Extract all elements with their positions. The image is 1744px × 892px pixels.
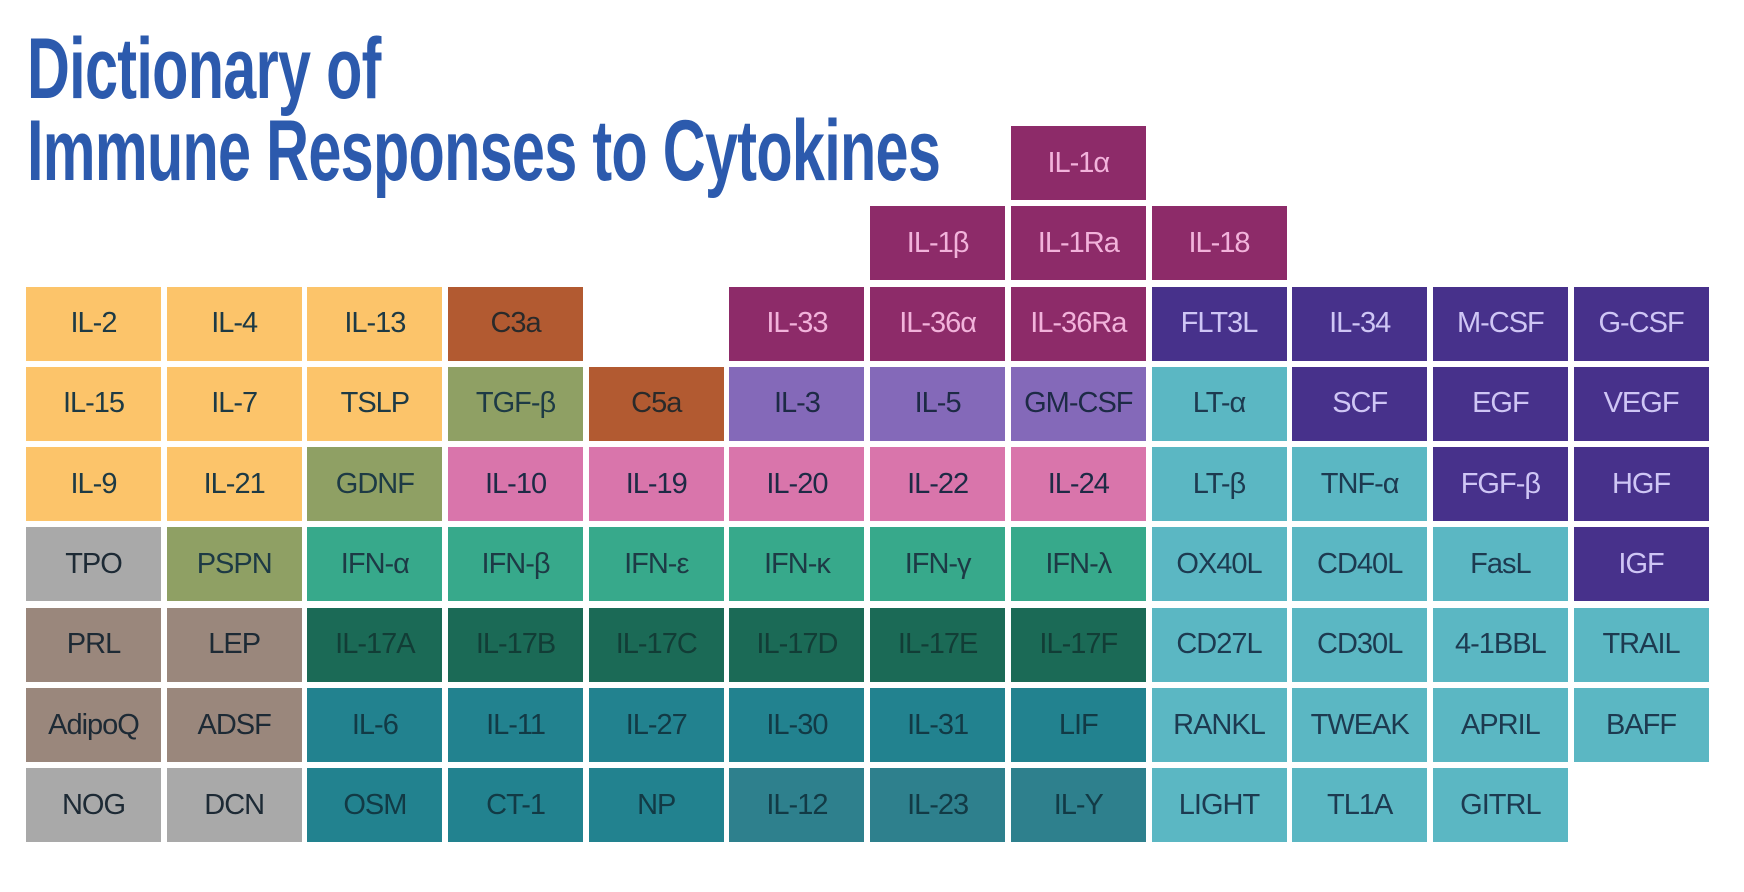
cytokine-cell-lep[interactable]: LEP [166,607,302,682]
cytokine-table: IL-1α IL-1β IL-1Ra IL-18 IL-2 IL-4 IL-13 C3a IL-… [26,126,1709,843]
cytokine-cell-cd27l[interactable]: CD27L [1151,607,1287,682]
cytokine-cell-ifn-[interactable]: IFN-λ [1010,527,1146,602]
title-line-2: Immune Responses to Cytokines [27,103,941,199]
cytokine-cell-lif[interactable]: LIF [1010,688,1146,763]
cytokine-cell-tnf-[interactable]: TNF-α [1292,447,1428,522]
cytokine-cell-il-20[interactable]: IL-20 [729,447,865,522]
cytokine-cell-il-17b[interactable]: IL-17B [448,607,584,682]
cytokine-cell-il-13[interactable]: IL-13 [307,286,443,361]
cytokine-cell-il-31[interactable]: IL-31 [870,688,1006,763]
cytokine-cell-il-19[interactable]: IL-19 [588,447,724,522]
cytokine-cell-g-csf[interactable]: G-CSF [1573,286,1709,361]
cytokine-cell-il-11[interactable]: IL-11 [448,688,584,763]
cytokine-cell-il-4[interactable]: IL-4 [166,286,302,361]
cytokine-cell-tslp[interactable]: TSLP [307,366,443,441]
cytokine-cell-tl1a[interactable]: TL1A [1292,768,1428,843]
cytokine-cell-ct-1[interactable]: CT-1 [448,768,584,843]
cytokine-cell-il-7[interactable]: IL-7 [166,366,302,441]
cytokine-cell-il-10[interactable]: IL-10 [448,447,584,522]
cytokine-cell-ifn-[interactable]: IFN-β [448,527,584,602]
title-line-1: Dictionary of [27,21,381,117]
cytokine-cell-il-17f[interactable]: IL-17F [1010,607,1146,682]
cytokine-cell-nog[interactable]: NOG [26,768,161,843]
cytokine-cell-egf[interactable]: EGF [1432,366,1568,441]
cytokine-cell-il-22[interactable]: IL-22 [870,447,1006,522]
cytokine-cell-adsf[interactable]: ADSF [166,688,302,763]
cytokine-cell-gdnf[interactable]: GDNF [307,447,443,522]
cytokine-cell-cd40l[interactable]: CD40L [1292,527,1428,602]
cytokine-cell-gm-csf[interactable]: GM-CSF [1010,366,1146,441]
cytokine-cell-ifn-[interactable]: IFN-α [307,527,443,602]
cytokine-cell-il-15[interactable]: IL-15 [26,366,161,441]
cytokine-cell-il-17c[interactable]: IL-17C [588,607,724,682]
cytokine-cell-flt3l[interactable]: FLT3L [1151,286,1287,361]
cytokine-cell-il-17d[interactable]: IL-17D [729,607,865,682]
cytokine-cell-baff[interactable]: BAFF [1573,688,1709,763]
cytokine-cell-fasl[interactable]: FasL [1432,527,1568,602]
cytokine-cell-tgf-[interactable]: TGF-β [448,366,584,441]
cytokine-cell-il-17e[interactable]: IL-17E [870,607,1006,682]
cytokine-cell-cd30l[interactable]: CD30L [1292,607,1428,682]
cytokine-cell-vegf[interactable]: VEGF [1573,366,1709,441]
cytokine-cell-il-2[interactable]: IL-2 [26,286,161,361]
cytokine-cell-il-3[interactable]: IL-3 [729,366,865,441]
cytokine-cell-il-1-[interactable]: IL-1α [1010,126,1146,200]
cytokine-cell-igf[interactable]: IGF [1573,527,1709,602]
cytokine-cell-prl[interactable]: PRL [26,607,161,682]
cytokine-cell-il-21[interactable]: IL-21 [166,447,302,522]
cytokine-cell-il-34[interactable]: IL-34 [1292,286,1428,361]
cytokine-cell-il-36-[interactable]: IL-36α [870,286,1006,361]
cytokine-cell-trail[interactable]: TRAIL [1573,607,1709,682]
cytokine-cell-light[interactable]: LIGHT [1151,768,1287,843]
cytokine-cell-il-5[interactable]: IL-5 [870,366,1006,441]
cytokine-cell-lt-[interactable]: LT-β [1151,447,1287,522]
cytokine-cell-il-30[interactable]: IL-30 [729,688,865,763]
cytokine-cell-april[interactable]: APRIL [1432,688,1568,763]
cytokine-cell-il-17a[interactable]: IL-17A [307,607,443,682]
cytokine-cell-il-27[interactable]: IL-27 [588,688,724,763]
cytokine-cell-il-1ra[interactable]: IL-1Ra [1010,206,1146,281]
cytokine-cell-dcn[interactable]: DCN [166,768,302,843]
cytokine-cell-ifn-[interactable]: IFN-ε [588,527,724,602]
cytokine-cell-il-33[interactable]: IL-33 [729,286,865,361]
cytokine-cell-ifn-[interactable]: IFN-γ [870,527,1006,602]
cytokine-cell-ifn-[interactable]: IFN-κ [729,527,865,602]
cytokine-cell-il-6[interactable]: IL-6 [307,688,443,763]
cytokine-cell-adipoq[interactable]: AdipoQ [26,688,161,763]
cytokine-cell-pspn[interactable]: PSPN [166,527,302,602]
cytokine-cell-c3a[interactable]: C3a [448,286,584,361]
cytokine-cell-tpo[interactable]: TPO [26,527,161,602]
cytokine-cell-gitrl[interactable]: GITRL [1432,768,1568,843]
cytokine-cell-np[interactable]: NP [588,768,724,843]
cytokine-cell-il-18[interactable]: IL-18 [1151,206,1287,281]
cytokine-cell-tweak[interactable]: TWEAK [1292,688,1428,763]
cytokine-cell-hgf[interactable]: HGF [1573,447,1709,522]
page-title: Dictionary of Immune Responses to Cytoki… [27,21,941,199]
cytokine-cell-rankl[interactable]: RANKL [1151,688,1287,763]
cytokine-cell-il-24[interactable]: IL-24 [1010,447,1146,522]
cytokine-cell-scf[interactable]: SCF [1292,366,1428,441]
cytokine-cell-il-36ra[interactable]: IL-36Ra [1010,286,1146,361]
cytokine-cell-osm[interactable]: OSM [307,768,443,843]
cytokine-cell-il-1-[interactable]: IL-1β [870,206,1006,281]
cytokine-cell-il-y[interactable]: IL-Y [1010,768,1146,843]
cytokine-cell-ox40l[interactable]: OX40L [1151,527,1287,602]
cytokine-cell-il-23[interactable]: IL-23 [870,768,1006,843]
cytokine-cell-lt-[interactable]: LT-α [1151,366,1287,441]
cytokine-cell-m-csf[interactable]: M-CSF [1432,286,1568,361]
cytokine-cell-4-1bbl[interactable]: 4-1BBL [1432,607,1568,682]
cytokine-cell-il-12[interactable]: IL-12 [729,768,865,843]
cytokine-cell-c5a[interactable]: C5a [588,366,724,441]
cytokine-cell-il-9[interactable]: IL-9 [26,447,161,522]
cytokine-cell-fgf-[interactable]: FGF-β [1432,447,1568,522]
